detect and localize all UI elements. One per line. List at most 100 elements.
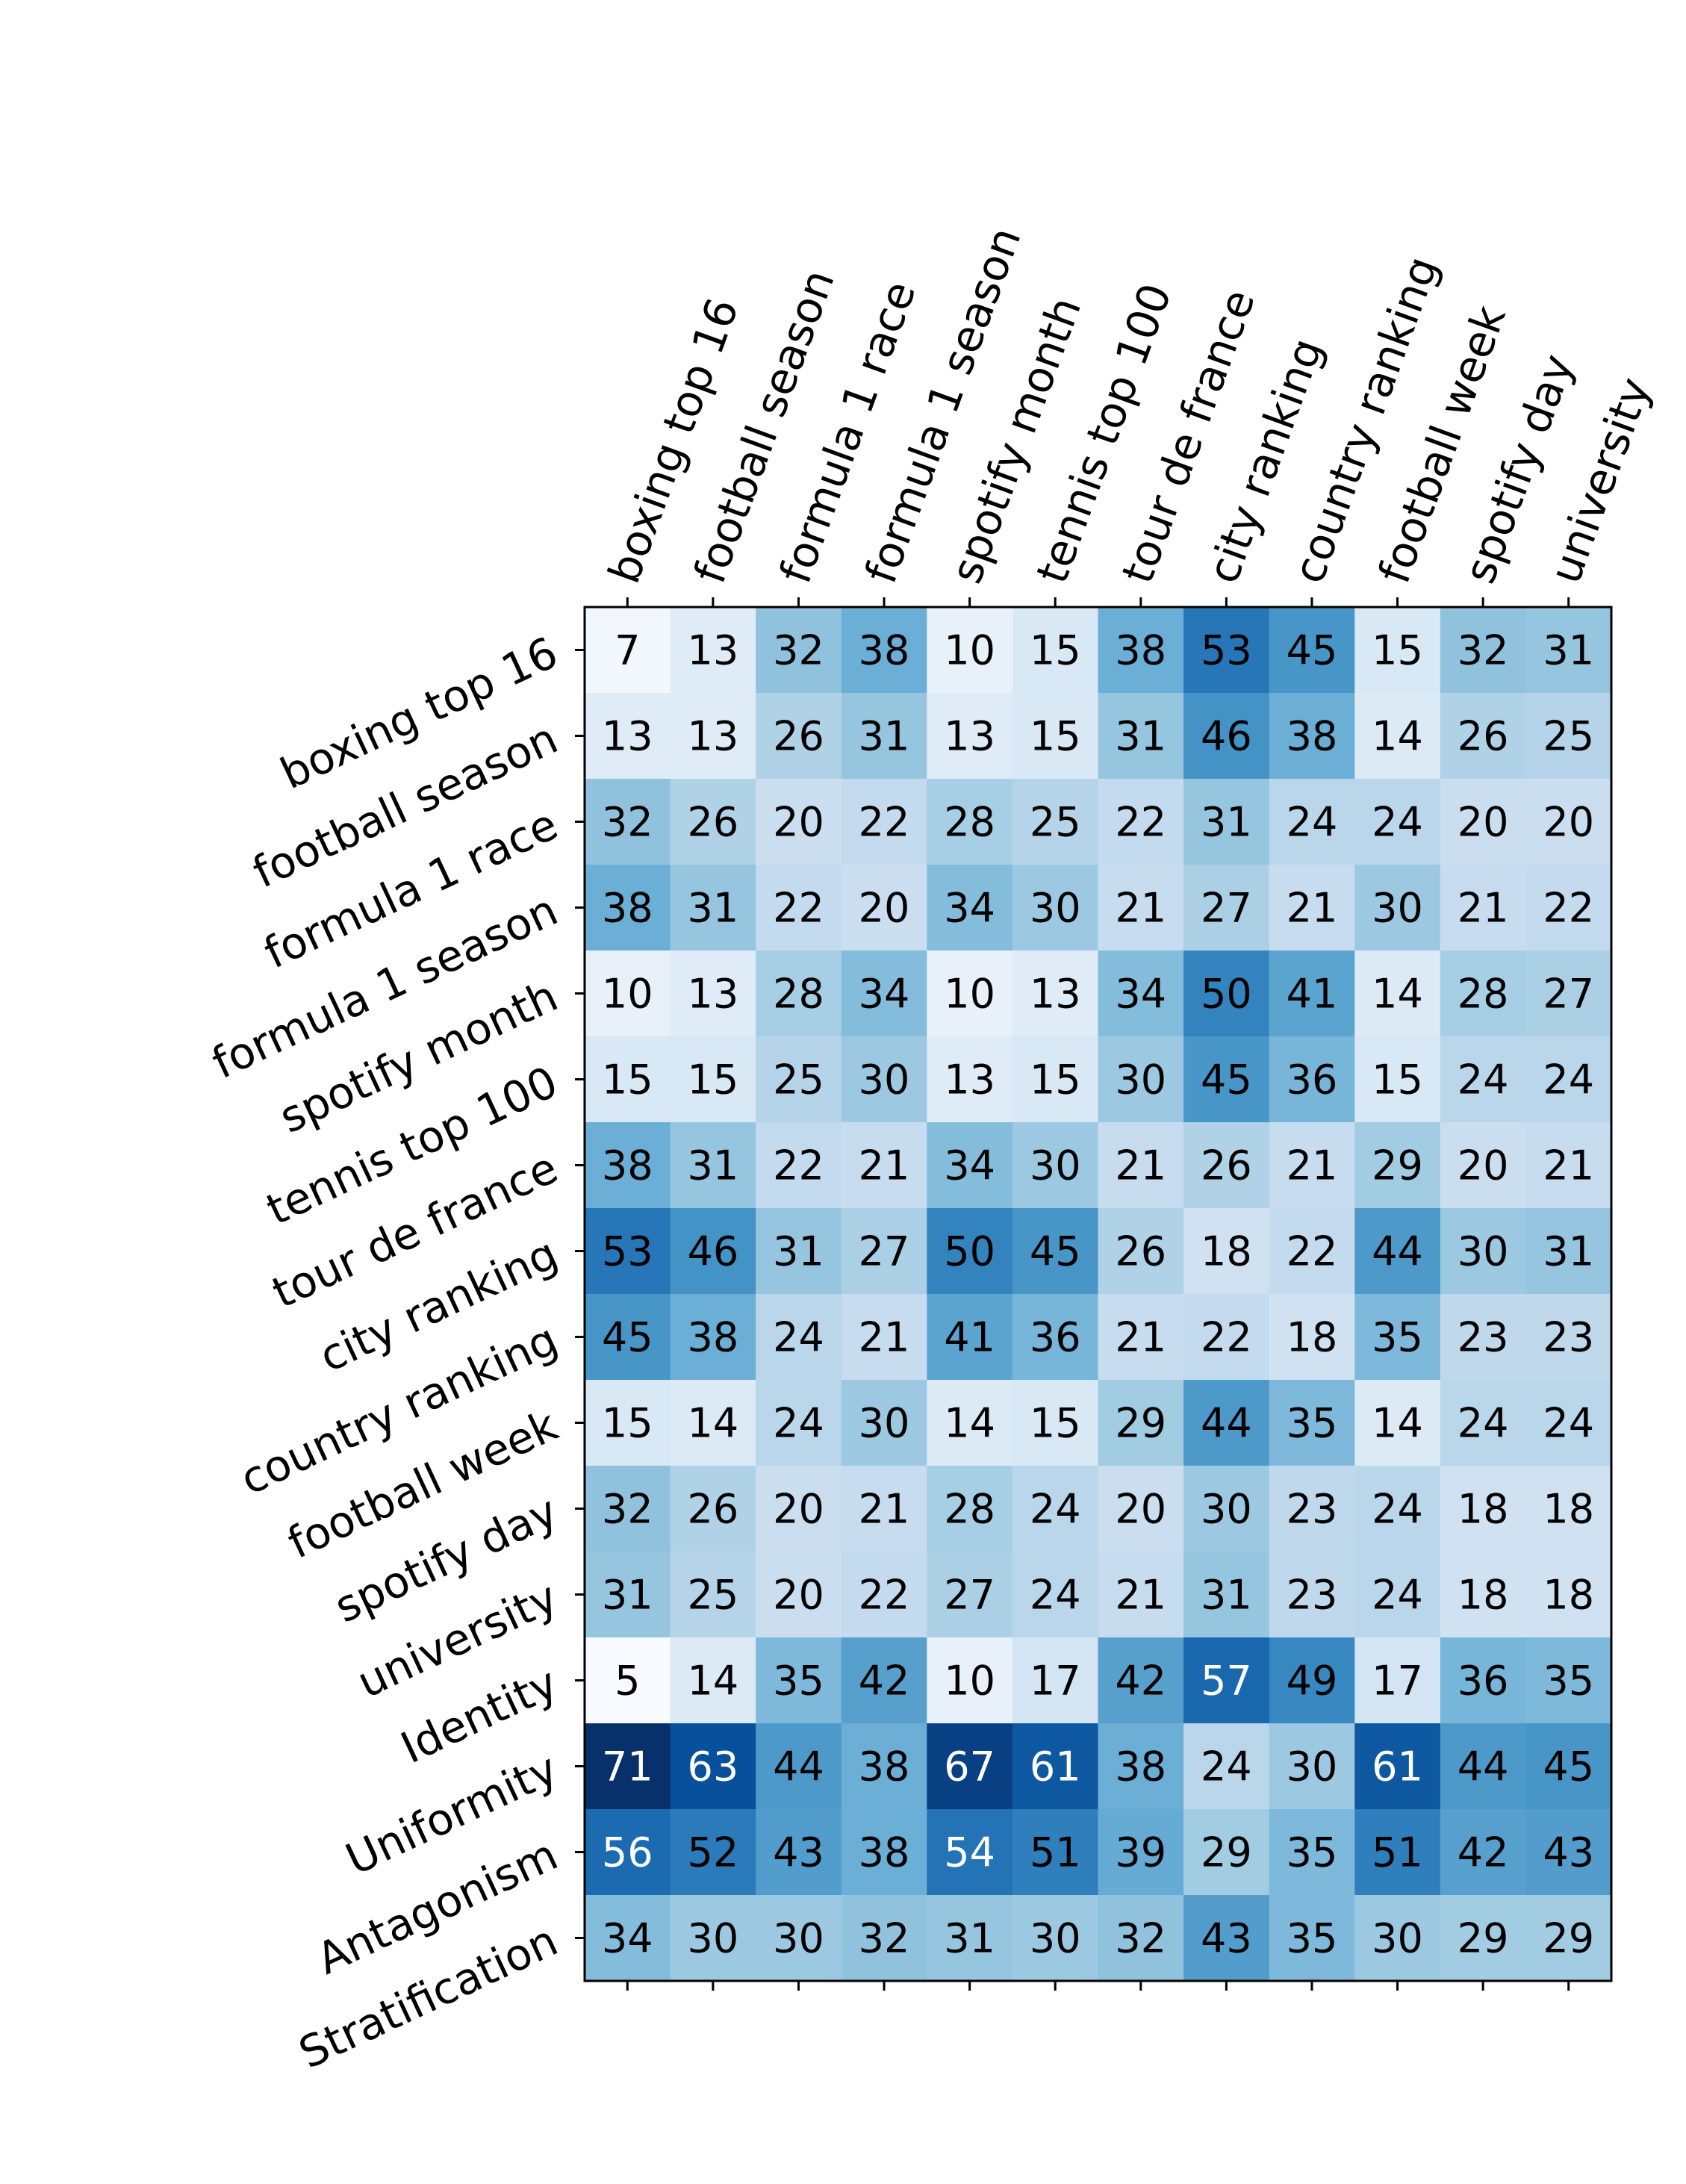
- cell-value-label: 22: [773, 885, 824, 932]
- cell-value-label: 24: [1543, 1400, 1594, 1447]
- cell-value-label: 31: [1115, 713, 1166, 760]
- cell-value-label: 23: [1543, 1314, 1594, 1361]
- cell-value-label: 44: [1201, 1400, 1252, 1447]
- heatmap-cell: [756, 865, 842, 951]
- heatmap-cell: [1440, 779, 1526, 865]
- heatmap-cell: [1525, 1637, 1612, 1724]
- cell-value-label: 45: [1543, 1743, 1594, 1791]
- heatmap-cell: [1012, 865, 1098, 951]
- heatmap-cell: [1012, 951, 1098, 1037]
- cell-value-label: 45: [602, 1314, 653, 1361]
- heatmap-cell: [1440, 1723, 1526, 1810]
- cell-value-label: 42: [859, 1658, 910, 1705]
- heatmap-cell: [585, 1208, 671, 1295]
- cell-value-label: 30: [1201, 1486, 1252, 1533]
- heatmap-cell: [927, 1036, 1013, 1123]
- heatmap-cell: [585, 1895, 671, 1982]
- cell-value-label: 35: [1372, 1314, 1423, 1361]
- cell-value-label: 26: [1115, 1228, 1166, 1275]
- cell-value-label: 21: [1115, 885, 1166, 932]
- heatmap-cell: [1012, 1637, 1098, 1724]
- heatmap-cell: [585, 1466, 671, 1552]
- cell-value-label: 35: [1287, 1400, 1338, 1447]
- heatmap-cell: [585, 607, 671, 694]
- cell-value-label: 15: [1030, 627, 1081, 674]
- heatmap-cell: [670, 1208, 756, 1295]
- heatmap-cell: [1525, 1294, 1612, 1381]
- cell-value-label: 24: [1458, 1057, 1509, 1104]
- cell-value-label: 10: [944, 627, 995, 674]
- cell-value-labels: 7 13 32 38 10 15 38 53 45 15 32 31 13 13 26 31 13 15 31 46 3…: [602, 627, 1594, 1962]
- cell-value-label: 13: [602, 713, 653, 760]
- cell-value-label: 31: [944, 1915, 995, 1962]
- cell-value-label: 26: [773, 713, 824, 760]
- cell-value-label: 31: [1543, 1228, 1594, 1275]
- heatmap-cell: [1525, 1036, 1612, 1123]
- heatmap-cell: [756, 1466, 842, 1552]
- heatmap-cell: [756, 951, 842, 1037]
- cell-value-label: 34: [859, 971, 910, 1018]
- cell-value-label: 15: [688, 1057, 739, 1104]
- heatmap-cell: [841, 1809, 927, 1896]
- cell-value-label: 24: [773, 1314, 824, 1361]
- cell-value-label: 44: [1372, 1228, 1423, 1275]
- heatmap-cell: [1354, 1895, 1441, 1982]
- heatmap-cell: [1354, 1552, 1441, 1638]
- cell-value-label: 18: [1458, 1486, 1509, 1533]
- heatmap-cell: [841, 1637, 927, 1724]
- cell-value-label: 30: [1030, 1915, 1081, 1962]
- heatmap-cell: [585, 1723, 671, 1810]
- heatmap-cell: [1525, 693, 1612, 780]
- heatmap-cell: [1354, 1809, 1441, 1896]
- heatmap-cell: [585, 951, 671, 1037]
- cell-value-label: 53: [602, 1228, 653, 1275]
- heatmap-cell: [1012, 1208, 1098, 1295]
- heatmap-cell: [1012, 693, 1098, 780]
- heatmap-cell: [1183, 1036, 1270, 1123]
- cell-value-label: 34: [944, 1142, 995, 1189]
- cell-value-label: 63: [688, 1743, 739, 1791]
- heatmap-cell: [1440, 1466, 1526, 1552]
- cell-value-label: 41: [1287, 971, 1338, 1018]
- heatmap-cell: [1012, 779, 1098, 865]
- heatmap-cell: [1098, 693, 1184, 780]
- heatmap-cell: [670, 951, 756, 1037]
- cell-value-label: 24: [1372, 799, 1423, 846]
- cell-value-label: 14: [688, 1658, 739, 1705]
- heatmap-cell: [1012, 607, 1098, 694]
- heatmap-cell: [1269, 865, 1355, 951]
- heatmap-cell: [756, 1380, 842, 1466]
- cell-value-label: 31: [688, 885, 739, 932]
- heatmap-cell: [1098, 1809, 1184, 1896]
- heatmap-cell: [1183, 1637, 1270, 1724]
- heatmap-cell: [1440, 1208, 1526, 1295]
- heatmap-cell: [1269, 693, 1355, 780]
- cell-value-label: 21: [859, 1314, 910, 1361]
- plot-frame: [583, 606, 1613, 1982]
- cell-value-label: 20: [859, 885, 910, 932]
- cell-value-label: 54: [944, 1829, 995, 1876]
- cell-value-label: 30: [1115, 1057, 1166, 1104]
- cell-value-label: 38: [688, 1314, 739, 1361]
- cell-value-label: 24: [773, 1400, 824, 1447]
- cell-value-label: 45: [1030, 1228, 1081, 1275]
- cell-value-label: 31: [688, 1142, 739, 1189]
- heatmap-cell: [841, 1294, 927, 1381]
- cell-value-label: 20: [1543, 799, 1594, 846]
- cell-value-label: 13: [1030, 971, 1081, 1018]
- cell-value-label: 38: [859, 1743, 910, 1791]
- cell-value-label: 21: [1287, 885, 1338, 932]
- cell-value-label: 32: [602, 1486, 653, 1533]
- cell-value-label: 15: [1030, 1057, 1081, 1104]
- cell-value-label: 22: [1201, 1314, 1252, 1361]
- cell-value-label: 13: [688, 971, 739, 1018]
- heatmap-cell: [670, 607, 756, 694]
- heatmap-cell: [1525, 1208, 1612, 1295]
- cell-value-label: 18: [1287, 1314, 1338, 1361]
- heatmap-cell: [585, 1809, 671, 1896]
- heatmap-cell: [1012, 1122, 1098, 1209]
- heatmap-cell: [927, 1637, 1013, 1724]
- cell-value-label: 36: [1287, 1057, 1338, 1104]
- heatmap-cell: [756, 1809, 842, 1896]
